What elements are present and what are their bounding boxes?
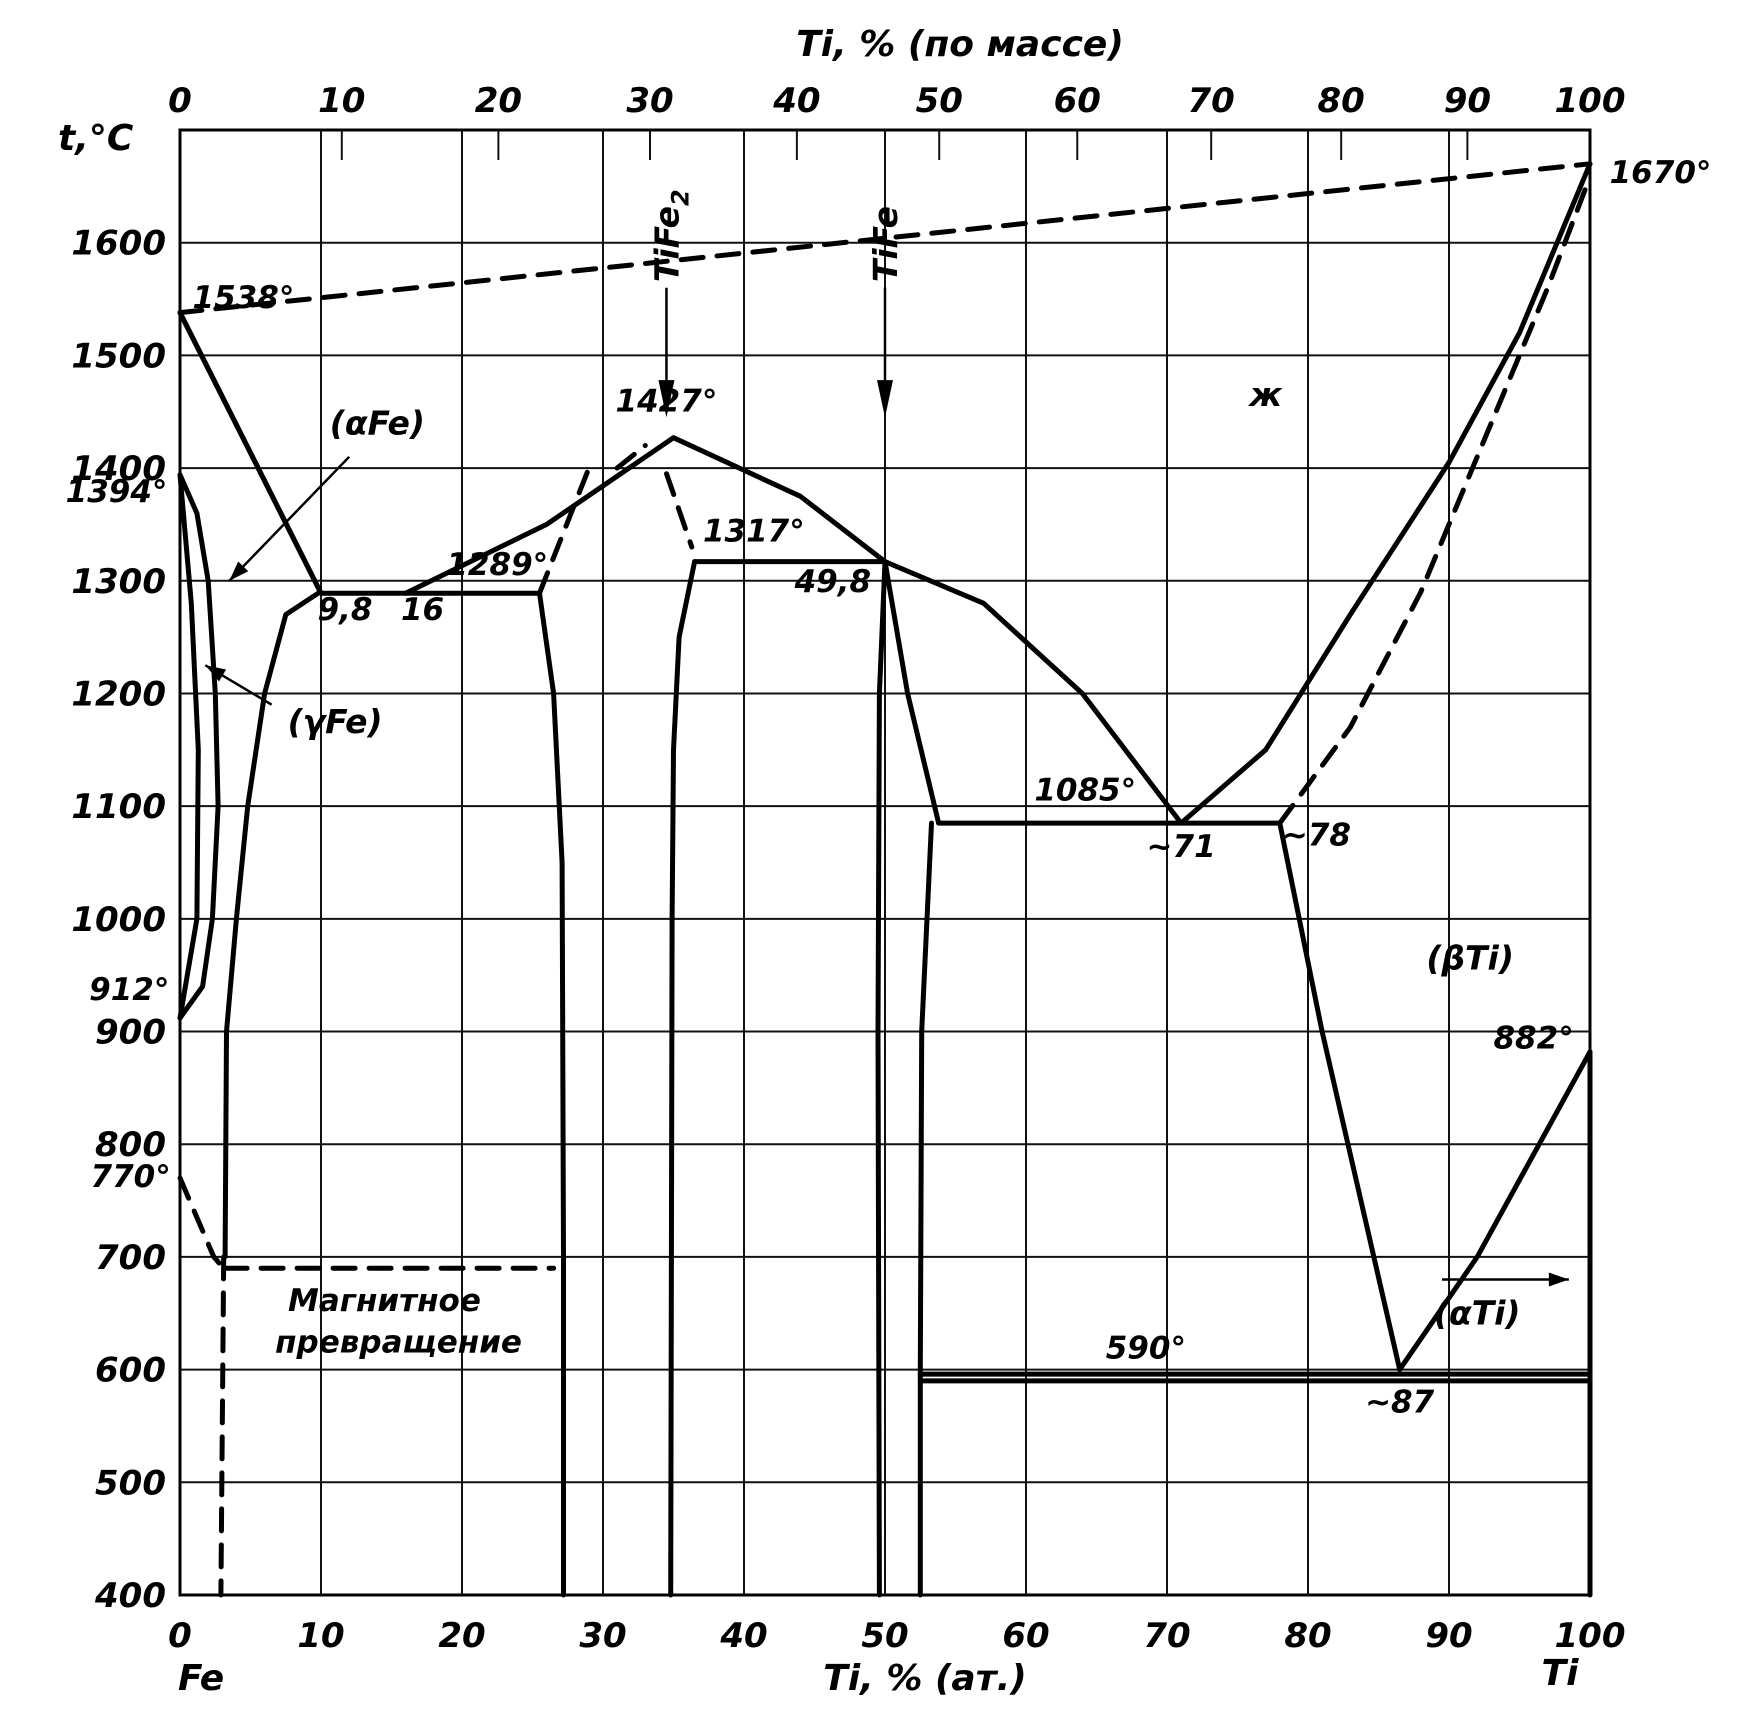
- annotation-12: 1085°: [1034, 773, 1136, 809]
- annotation-11: 49,8: [794, 564, 872, 600]
- bottom-tick-40: 40: [719, 1616, 767, 1656]
- phase-boundary-10: [875, 559, 888, 1598]
- top-tick-60: 60: [1054, 81, 1101, 121]
- bottom-tick-0: 0: [168, 1616, 192, 1656]
- bottom-axis-title: Ti, % (ат.): [823, 1658, 1026, 1699]
- annotation-18: Магнитное: [288, 1283, 481, 1319]
- compound-marker-1: TiFe2: [647, 189, 694, 418]
- phase-boundary-8: [668, 559, 698, 1598]
- alpha-fe-arrow-head: [229, 561, 249, 581]
- annotation-9: 9,8: [318, 592, 373, 628]
- annotation-5: 1670°: [1610, 155, 1712, 191]
- phase-boundary-19: [177, 161, 1593, 316]
- annotation-14: ~78: [1282, 818, 1351, 854]
- bottom-tick-10: 10: [297, 1616, 344, 1656]
- compound-label-1: TiFe2: [647, 189, 694, 282]
- phase-boundary-13: [917, 820, 934, 1598]
- y-tick-1300: 1300: [71, 562, 166, 602]
- bottom-tick-20: 20: [438, 1616, 485, 1656]
- phase-curves: [177, 161, 1593, 1598]
- annotation-13: ~71: [1147, 829, 1216, 865]
- bottom-tick-50: 50: [861, 1616, 908, 1656]
- labels: TiFe2 TiFe (αFe) (γFe) ж (βTi) (αTi) 1538° 1394°…: [66, 155, 1712, 1420]
- y-tick-1600: 1600: [71, 224, 166, 264]
- phase-boundary-1: [177, 161, 1593, 826]
- phase-region-5: (αTi): [1434, 1294, 1521, 1333]
- bottom-tick-90: 90: [1425, 1616, 1472, 1656]
- annotation-7: 1317°: [703, 513, 805, 549]
- compound-label-2: TiFe: [866, 206, 905, 282]
- y-tick-1500: 1500: [71, 336, 166, 376]
- annotation-15: 882°: [1493, 1020, 1573, 1056]
- y-tick-1100: 1100: [71, 787, 166, 827]
- gamma-fe-arrow-head: [205, 665, 227, 682]
- top-tick-70: 70: [1188, 81, 1235, 121]
- annotation-3: 912°: [89, 972, 169, 1008]
- top-axis-title: Ti, % (по массе): [796, 24, 1124, 65]
- phase-region-1: (αFe): [330, 403, 425, 442]
- y-tick-800: 800: [95, 1125, 166, 1165]
- phase-boundary-23: [1277, 181, 1590, 826]
- tick-labels: 0 10 20 30 40 50 60 70 80 90 1000 10 20 30 40 50 60 70 80 9…: [71, 81, 1625, 1656]
- phase-boundary-24: [177, 1175, 227, 1271]
- alpha-fe-arrow-shaft: [228, 455, 351, 582]
- y-tick-900: 900: [95, 1013, 166, 1053]
- grid-lines: [178, 128, 1592, 1597]
- compound-arrow-head-1: [658, 380, 675, 418]
- phase-boundary-3: [222, 590, 321, 1260]
- phase-boundary-11: [882, 559, 942, 826]
- y-tick-1200: 1200: [71, 674, 166, 714]
- ti-label: Ti: [1542, 1653, 1580, 1694]
- annotation-6: 1427°: [616, 384, 718, 420]
- bottom-tick-100: 100: [1555, 1616, 1626, 1656]
- compound-marker-2: TiFe: [866, 206, 905, 418]
- top-tick-10: 10: [318, 81, 365, 121]
- y-tick-500: 500: [95, 1463, 166, 1503]
- top-tick-90: 90: [1444, 81, 1491, 121]
- top-tick-80: 80: [1318, 81, 1365, 121]
- annotation-8: 1289°: [446, 547, 548, 583]
- annotation-1: 1538°: [193, 280, 295, 316]
- y-axis-title: t,°C: [58, 118, 134, 159]
- y-tick-1400: 1400: [71, 449, 166, 489]
- y-tick-1000: 1000: [71, 900, 166, 940]
- phase-boundary-4: [177, 472, 221, 1021]
- top-tick-50: 50: [916, 81, 963, 121]
- y-tick-400: 400: [94, 1576, 166, 1616]
- fe-label: Fe: [178, 1658, 224, 1699]
- phase-boundary-5: [177, 472, 201, 1021]
- compound-arrow-head-2: [877, 380, 893, 418]
- phase-boundary-22: [664, 471, 695, 550]
- annotation-19: превращение: [275, 1325, 522, 1361]
- annotation-2: 1394°: [66, 474, 168, 510]
- phase-boundary-26: [218, 1254, 227, 1598]
- top-tick-100: 100: [1555, 81, 1626, 121]
- y-tick-700: 700: [95, 1238, 166, 1278]
- bottom-tick-70: 70: [1143, 1616, 1190, 1656]
- annotation-17: ~87: [1365, 1384, 1435, 1420]
- annotation-16: 590°: [1106, 1330, 1186, 1366]
- phase-region-3: ж: [1247, 375, 1283, 414]
- annotation-10: 16: [401, 592, 444, 628]
- phase-boundary-7: [537, 590, 566, 1598]
- phase-region-2: (γFe): [288, 702, 383, 741]
- y-tick-600: 600: [95, 1351, 166, 1391]
- annotation-4: 770°: [91, 1159, 171, 1195]
- phase-region-4: (βTi): [1426, 939, 1514, 978]
- top-tick-0: 0: [168, 81, 192, 121]
- phase-boundary-20: [537, 465, 592, 596]
- phase-boundary-21: [614, 443, 648, 471]
- alpha-ti-arrow-head: [1548, 1272, 1569, 1287]
- phase-boundary-2: [177, 310, 324, 596]
- top-tick-40: 40: [772, 81, 820, 121]
- arrows: [204, 455, 1569, 1287]
- bottom-tick-60: 60: [1002, 1616, 1049, 1656]
- phase-boundary-14: [1277, 820, 1403, 1373]
- bottom-tick-80: 80: [1284, 1616, 1331, 1656]
- top-tick-30: 30: [626, 81, 673, 121]
- phase-boundary-15: [1397, 1049, 1593, 1373]
- bottom-tick-30: 30: [579, 1616, 626, 1656]
- top-tick-20: 20: [475, 81, 522, 121]
